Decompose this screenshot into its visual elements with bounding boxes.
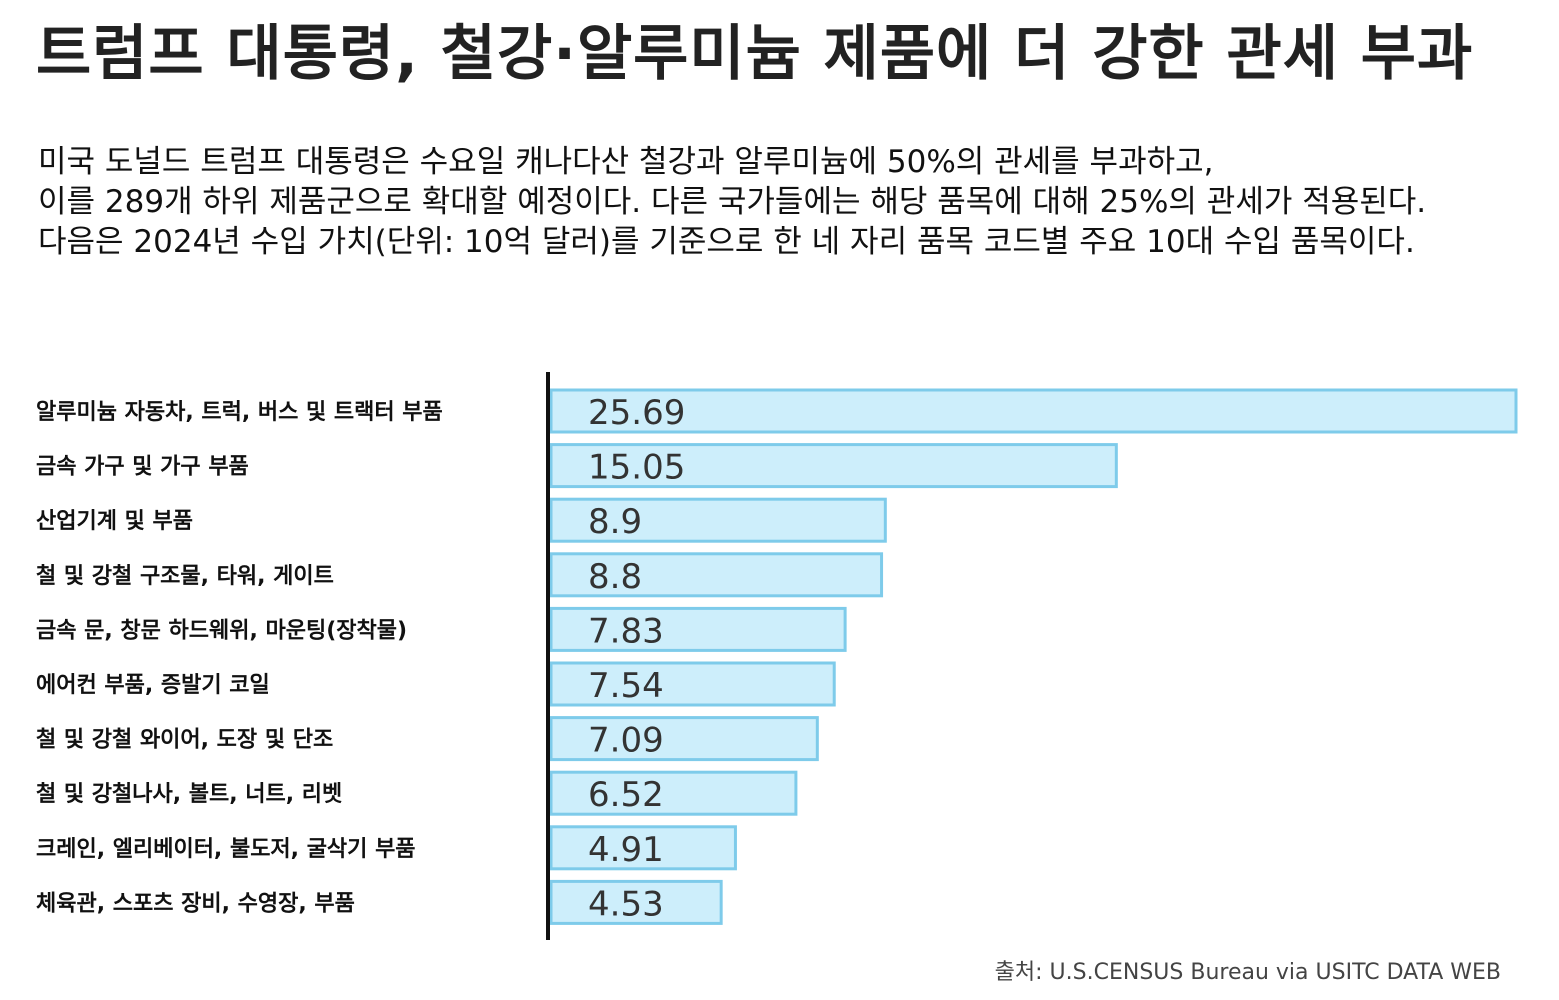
bar-value-label: 7.09 — [588, 721, 664, 761]
bar-value-label: 8.8 — [588, 557, 642, 597]
category-label: 금속 문, 창문 하드웨위, 마운팅(장착물) — [36, 618, 407, 643]
bar-value-label: 8.9 — [588, 502, 642, 542]
chart-title: 트럼프 대통령, 철강·알루미늄 제품에 더 강한 관세 부과 — [36, 19, 1474, 89]
category-label: 산업기계 및 부품 — [36, 509, 193, 534]
description-paragraph-1: 미국 도널드 트럼프 대통령은 수요일 캐나다산 철강과 알루미늄에 50%의 … — [38, 144, 1214, 180]
bar — [549, 606, 847, 652]
category-label: 철 및 강철 와이어, 도장 및 단조 — [36, 728, 333, 753]
bar — [549, 497, 887, 543]
bar-value-label: 15.05 — [588, 448, 685, 488]
category-label: 금속 가구 및 가구 부품 — [36, 455, 249, 480]
bar — [549, 825, 737, 871]
bar — [549, 879, 723, 925]
category-label: 크레인, 엘리베이터, 불도저, 굴삭기 부품 — [36, 837, 416, 862]
bar-value-label: 6.52 — [588, 775, 664, 815]
bar — [549, 552, 884, 598]
chart-description: 미국 도널드 트럼프 대통령은 수요일 캐나다산 철강과 알루미늄에 50%의 … — [38, 142, 1520, 262]
bar-value-label: 4.91 — [588, 830, 664, 870]
description-paragraph-2: 이를 289개 하위 제품군으로 확대할 예정이다. 다른 국가들에는 해당 품… — [38, 184, 1427, 220]
bar — [549, 388, 1518, 434]
category-label: 철 및 강철 구조물, 타워, 게이트 — [36, 564, 334, 589]
bar — [549, 770, 798, 816]
description-paragraph-3: 다음은 2024년 수입 가치(단위: 10억 달러)를 기준으로 한 네 자리… — [38, 224, 1415, 260]
category-label: 에어컨 부품, 증발기 코일 — [36, 673, 270, 698]
bar-chart: 알루미늄 자동차, 트럭, 버스 및 트랙터 부품 25.69 금속 가구 및 가구… — [36, 372, 1518, 940]
bar — [549, 661, 836, 707]
category-label: 철 및 강철나사, 볼트, 너트, 리벳 — [36, 782, 342, 807]
bar-value-label: 4.53 — [588, 884, 664, 924]
category-label: 알루미늄 자동차, 트럭, 버스 및 트랙터 부품 — [36, 400, 443, 425]
source-note: 출처: U.S.CENSUS Bureau via USITC DATA WEB — [994, 960, 1501, 985]
category-label: 체육관, 스포츠 장비, 수영장, 부품 — [36, 891, 355, 916]
bar-value-label: 25.69 — [588, 393, 685, 433]
bar — [549, 716, 819, 762]
bar — [549, 443, 1118, 489]
bars-layer: 알루미늄 자동차, 트럭, 버스 및 트랙터 부품 25.69 금속 가구 및 가구… — [36, 388, 1518, 925]
bar-value-label: 7.83 — [588, 611, 664, 651]
bar-value-label: 7.54 — [588, 666, 664, 706]
